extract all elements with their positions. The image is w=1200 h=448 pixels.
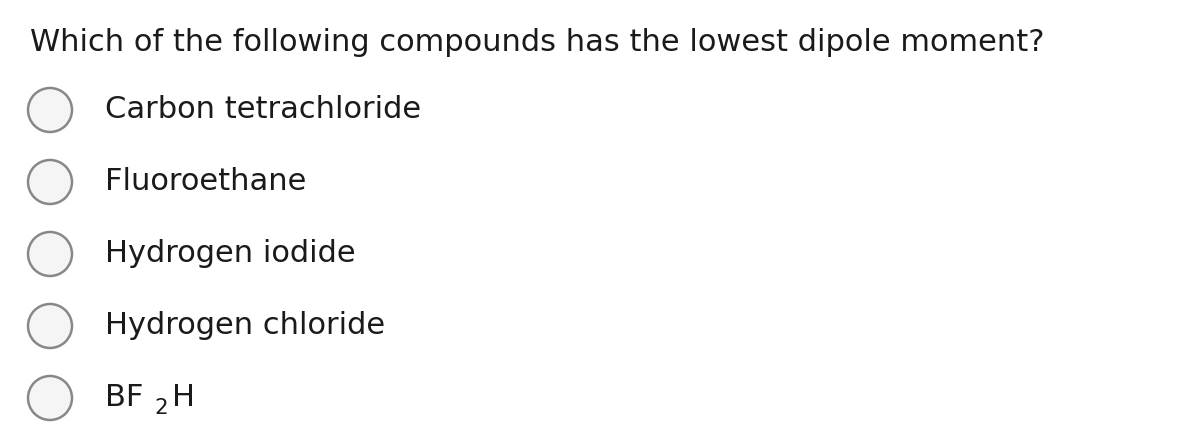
Text: BF: BF — [106, 383, 143, 413]
Text: Fluoroethane: Fluoroethane — [106, 168, 306, 197]
Ellipse shape — [28, 376, 72, 420]
Text: Hydrogen iodide: Hydrogen iodide — [106, 240, 355, 268]
Text: 2: 2 — [155, 398, 168, 418]
Ellipse shape — [28, 88, 72, 132]
Text: Which of the following compounds has the lowest dipole moment?: Which of the following compounds has the… — [30, 28, 1044, 57]
Text: Carbon tetrachloride: Carbon tetrachloride — [106, 95, 421, 125]
Text: Hydrogen chloride: Hydrogen chloride — [106, 311, 385, 340]
Ellipse shape — [28, 160, 72, 204]
Ellipse shape — [28, 232, 72, 276]
Ellipse shape — [28, 304, 72, 348]
Text: H: H — [172, 383, 196, 413]
